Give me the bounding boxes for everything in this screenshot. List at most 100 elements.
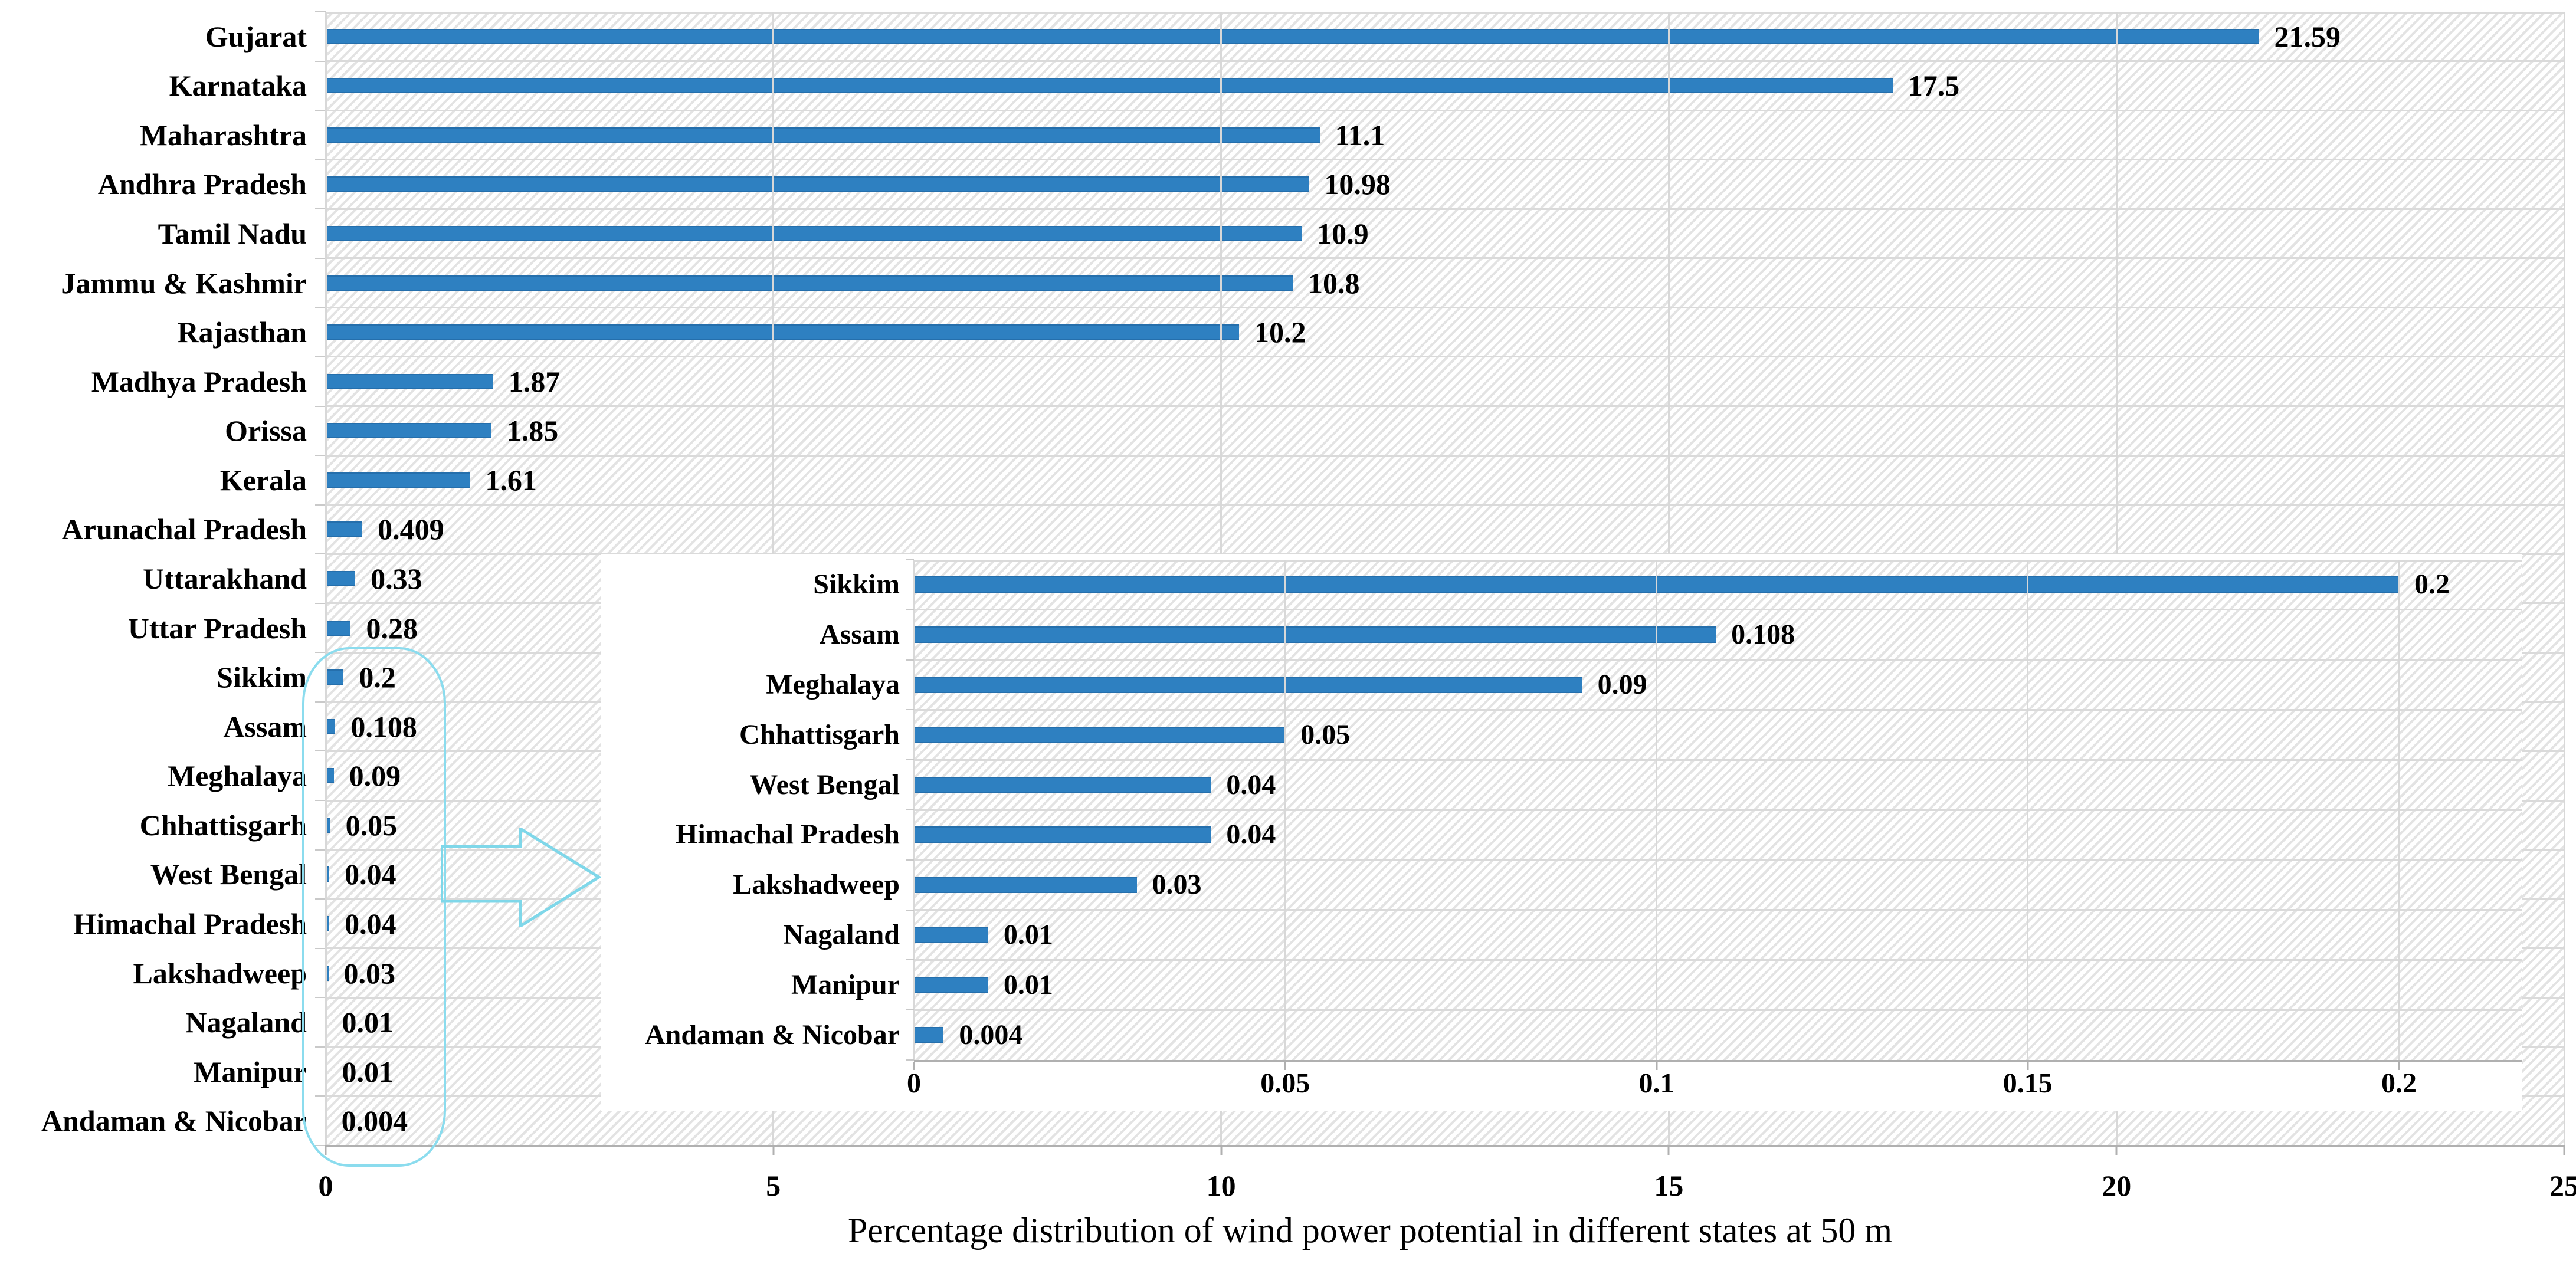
inset-value-label-sikkim: 0.2 — [2414, 569, 2450, 600]
value-label-west-bengal: 0.04 — [345, 858, 396, 891]
inset-y-axis-tick — [906, 909, 914, 911]
inset-bar-assam — [914, 626, 1716, 644]
value-label-maharashtra: 11.1 — [1335, 118, 1385, 152]
bar-orissa — [326, 423, 491, 439]
inset-panel: 0.2 0.108 0.09 0.05 0.04 0.04 0.03 0.01 0.01 0.00… — [601, 554, 2522, 1111]
main-category-axis: Gujarat Karnataka Maharashtra Andhra Prades… — [0, 0, 326, 1267]
y-axis-tick — [315, 405, 326, 407]
value-label-orissa: 1.85 — [506, 414, 559, 448]
inset-bar-manipur — [914, 976, 988, 993]
category-label-himachal-pradesh: Himachal Pradesh — [73, 907, 307, 940]
inset-gridline-x-0.15 — [2027, 560, 2029, 1060]
x-tick-mark-5 — [772, 1145, 775, 1155]
x-tick-mark-10 — [1220, 1145, 1223, 1155]
y-axis-tick — [315, 504, 326, 506]
inset-plot-top-border — [914, 560, 2522, 562]
inset-category-label-nagaland: Nagaland — [783, 919, 900, 950]
x-axis-title: Percentage distribution of wind power po… — [847, 1211, 1893, 1250]
category-label-tamil-nadu: Tamil Nadu — [158, 217, 307, 251]
inset-category-label-assam: Assam — [819, 619, 900, 651]
y-axis-tick — [315, 602, 326, 604]
bar-meghalaya — [326, 768, 334, 784]
row-separator — [326, 306, 2564, 308]
y-axis-tick — [315, 849, 326, 851]
inset-x-tick-label-0.2: 0.2 — [2381, 1068, 2417, 1099]
inset-row-separator — [914, 659, 2522, 661]
inset-category-label-meghalaya: Meghalaya — [766, 669, 900, 700]
inset-y-axis-tick — [906, 709, 914, 711]
bar-arunachal-pradesh — [326, 521, 363, 537]
y-axis-tick — [315, 553, 326, 555]
category-label-chhattisgarh: Chhattisgarh — [139, 808, 307, 842]
value-label-uttar-pradesh: 0.28 — [366, 611, 418, 645]
inset-bar-nagaland — [914, 927, 988, 943]
inset-x-tick-label-0.15: 0.15 — [2003, 1068, 2053, 1099]
category-label-uttar-pradesh: Uttar Pradesh — [127, 611, 307, 645]
y-axis-tick — [315, 257, 326, 259]
bar-assam — [326, 718, 336, 734]
inset-category-label-manipur: Manipur — [791, 969, 900, 1000]
value-label-tamil-nadu: 10.9 — [1317, 217, 1369, 251]
y-axis-tick — [315, 356, 326, 357]
zoom-arrow-annotation — [441, 828, 601, 927]
bar-maharashtra — [326, 127, 1320, 143]
category-label-lakshadweep: Lakshadweep — [133, 956, 307, 990]
inset-category-label-lakshadweep: Lakshadweep — [733, 869, 900, 901]
value-label-rajasthan: 10.2 — [1254, 316, 1306, 349]
value-label-karnataka: 17.5 — [1908, 69, 1960, 103]
inset-row-separator — [914, 959, 2522, 961]
value-label-andaman-nicobar: 0.004 — [341, 1104, 408, 1138]
row-separator — [326, 60, 2564, 63]
value-label-madhya-pradesh: 1.87 — [508, 365, 561, 398]
inset-value-label-nagaland: 0.01 — [1003, 919, 1053, 950]
x-tick-label-5: 5 — [766, 1169, 781, 1202]
x-tick-label-20: 20 — [2102, 1169, 2132, 1202]
bar-himachal-pradesh — [326, 915, 330, 931]
inset-y-axis-tick — [906, 1059, 914, 1061]
inset-x-tick-mark-0.15 — [2027, 1062, 2029, 1070]
value-label-assam: 0.108 — [350, 710, 417, 743]
category-label-assam: Assam — [223, 710, 307, 743]
inset-y-axis-tick — [906, 1009, 914, 1011]
bar-karnataka — [326, 78, 1893, 94]
inset-category-label-chhattisgarh: Chhattisgarh — [739, 718, 900, 750]
y-axis-tick — [315, 208, 326, 210]
x-tick-label-0: 0 — [318, 1169, 333, 1202]
row-separator — [326, 454, 2564, 457]
inset-value-label-meghalaya: 0.09 — [1597, 669, 1647, 700]
inset-value-label-lakshadweep: 0.03 — [1152, 869, 1202, 901]
inset-value-label-west-bengal: 0.04 — [1226, 769, 1276, 800]
value-label-himachal-pradesh: 0.04 — [345, 907, 396, 940]
bar-tamil-nadu — [326, 226, 1302, 242]
value-label-gujarat: 21.59 — [2274, 19, 2341, 53]
inset-row-separator — [914, 909, 2522, 911]
value-label-nagaland: 0.01 — [342, 1006, 394, 1039]
row-separator — [326, 208, 2564, 210]
row-separator — [326, 405, 2564, 408]
bar-uttar-pradesh — [326, 620, 351, 636]
inset-category-label-sikkim: Sikkim — [813, 569, 900, 600]
category-label-manipur: Manipur — [194, 1055, 307, 1088]
inset-gridline-x-0.1 — [1656, 560, 1657, 1060]
bar-gujarat — [326, 28, 2259, 44]
category-label-orissa: Orissa — [225, 414, 307, 448]
bar-rajasthan — [326, 324, 1239, 340]
inset-y-axis-tick — [906, 759, 914, 761]
inset-gridline-x-0.2 — [2398, 560, 2400, 1060]
inset-row-separator — [914, 609, 2522, 611]
value-label-chhattisgarh: 0.05 — [345, 808, 398, 842]
row-separator — [326, 109, 2564, 111]
category-label-meghalaya: Meghalaya — [167, 759, 307, 793]
row-separator — [326, 356, 2564, 358]
category-label-sikkim: Sikkim — [217, 661, 307, 694]
row-separator — [326, 159, 2564, 161]
inset-row-separator — [914, 708, 2522, 711]
inset-y-axis-tick — [906, 809, 914, 810]
value-label-andhra-pradesh: 10.98 — [1324, 168, 1391, 201]
y-axis-tick — [315, 110, 326, 111]
inset-x-tick-label-0.1: 0.1 — [1638, 1068, 1674, 1099]
category-label-rajasthan: Rajasthan — [177, 316, 307, 349]
plot-top-border — [326, 12, 2564, 14]
inset-x-tick-mark-0.05 — [1284, 1062, 1286, 1070]
inset-y-axis-tick — [906, 659, 914, 661]
